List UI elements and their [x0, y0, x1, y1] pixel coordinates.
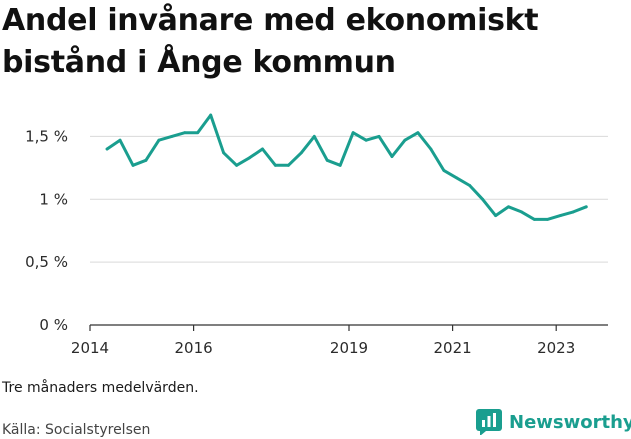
data-point: [520, 210, 523, 214]
x-tick-label: 2014: [71, 339, 109, 357]
data-point: [209, 113, 213, 117]
y-tick-label: 0 %: [39, 316, 68, 334]
data-point: [571, 210, 575, 214]
series-layer: [105, 113, 588, 221]
data-point: [351, 131, 355, 135]
data-point: [390, 155, 394, 158]
source-text: Källa: Socialstyrelsen: [2, 422, 151, 438]
x-tick-label: 2023: [537, 339, 575, 357]
data-point: [299, 151, 303, 155]
y-tick-label: 1 %: [39, 190, 68, 208]
data-point: [507, 205, 510, 209]
data-point: [222, 151, 226, 155]
brand-name: Newsworthy: [509, 411, 631, 433]
data-point: [403, 138, 407, 142]
data-point: [196, 131, 200, 135]
brand-logo[interactable]: Newsworthy: [476, 407, 631, 437]
x-tick-label: 2019: [330, 339, 368, 357]
data-point: [170, 135, 174, 138]
data-point: [105, 147, 109, 151]
data-point: [274, 163, 277, 167]
data-point: [144, 158, 148, 162]
gridlines: [90, 135, 608, 263]
data-point: [481, 197, 485, 201]
data-point: [442, 168, 446, 172]
x-tick-label: 2021: [434, 339, 472, 357]
chart-note: Tre månaders medelvärden.: [2, 380, 199, 396]
series-line: [105, 113, 588, 221]
data-point: [416, 131, 420, 135]
data-point: [261, 147, 264, 151]
line-chart: 0 % 0,5 % 1 % 1,5 % 2014 2016 2019 2021 2023: [25, 113, 608, 357]
data-point: [131, 163, 135, 167]
data-point: [157, 138, 161, 142]
data-point: [183, 131, 187, 135]
x-tick-label: 2016: [175, 339, 213, 357]
data-point: [545, 218, 549, 221]
data-point: [364, 138, 368, 142]
data-point: [325, 158, 329, 162]
y-axis-tick-labels: 0 % 0,5 % 1 % 1,5 %: [25, 127, 68, 334]
data-point: [468, 184, 472, 187]
data-point: [377, 135, 381, 138]
data-point: [118, 138, 122, 142]
x-axis: 2014 2016 2019 2021 2023: [71, 324, 608, 357]
data-point: [235, 163, 238, 167]
data-point: [455, 176, 459, 180]
data-point: [558, 214, 562, 218]
bar-chart-logo-icon: [476, 409, 502, 435]
y-tick-label: 0,5 %: [25, 253, 68, 271]
data-point: [286, 163, 290, 167]
data-point: [312, 135, 316, 138]
data-point: [494, 214, 497, 218]
data-point: [338, 163, 342, 167]
data-point: [533, 218, 536, 221]
data-point: [429, 147, 433, 151]
data-point: [584, 205, 588, 209]
chart-title: Andel invånare med ekonomiskt bistånd i …: [2, 3, 539, 80]
data-point: [248, 156, 251, 160]
y-tick-label: 1,5 %: [25, 127, 68, 145]
